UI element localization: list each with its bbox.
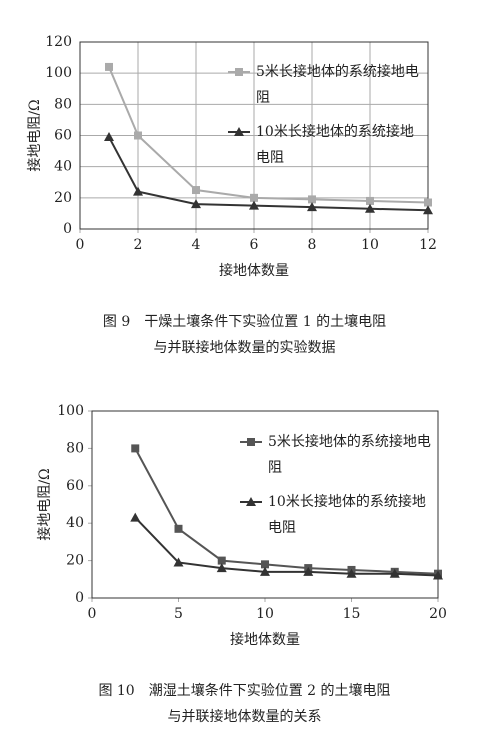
y-tick-label: 0 [75, 590, 84, 606]
marker [217, 556, 226, 565]
marker [192, 186, 200, 195]
plot-frame [79, 41, 429, 230]
x-axis-label: 接地体数量 [219, 262, 289, 279]
series-line [134, 447, 439, 575]
marker [346, 568, 357, 578]
y-tick-label: 0 [63, 221, 72, 237]
marker [133, 186, 143, 196]
x-tick-label: 0 [88, 606, 97, 622]
y-axis-label: 接地电阻/Ω [36, 468, 53, 540]
x-tick-label: 20 [429, 606, 447, 622]
x-tick-label: 5 [174, 606, 183, 622]
x-tick-label: 15 [343, 606, 361, 622]
series-line [134, 516, 439, 577]
y-tick-label: 80 [66, 440, 84, 456]
caption: 图 10 潮湿土壤条件下实验位置 2 的土壤电阻 [98, 683, 391, 699]
x-axis-label: 接地体数量 [230, 631, 300, 648]
y-tick-label: 60 [54, 128, 72, 144]
marker [250, 193, 258, 202]
caption: 与并联接地体数量的关系 [167, 709, 322, 725]
y-tick-label: 120 [45, 34, 72, 50]
x-tick-label: 4 [192, 237, 201, 253]
marker [260, 566, 270, 576]
marker [433, 570, 443, 580]
marker [104, 132, 114, 142]
legend-label: 5米长接地体的系统接地电阻 [268, 434, 431, 476]
marker [216, 563, 227, 573]
marker [246, 497, 256, 506]
marker [134, 131, 142, 140]
marker [303, 566, 314, 576]
y-tick-label: 20 [54, 190, 72, 206]
x-tick-label: 6 [250, 237, 259, 253]
y-tick-label: 100 [45, 65, 72, 81]
y-tick-label: 40 [66, 515, 84, 531]
caption: 图 9 干燥土壤条件下实验位置 1 的土壤电阻 [102, 314, 387, 330]
marker [130, 512, 141, 522]
marker [365, 203, 375, 213]
x-tick-label: 10 [361, 237, 379, 253]
marker [366, 196, 374, 205]
x-tick-label: 2 [134, 237, 143, 253]
marker [389, 568, 400, 578]
caption: 与并联接地体数量的实验数据 [153, 340, 336, 356]
y-axis-label: 接地电阻/Ω [26, 99, 43, 171]
y-tick-label: 80 [54, 96, 72, 112]
marker [173, 557, 184, 567]
marker [235, 68, 243, 76]
plot-frame [91, 410, 439, 599]
marker [174, 524, 183, 533]
marker [131, 444, 140, 453]
y-tick-label: 20 [66, 553, 84, 569]
marker [424, 198, 432, 207]
x-tick-label: 10 [256, 606, 274, 622]
marker [308, 195, 316, 204]
y-tick-label: 60 [66, 478, 84, 494]
x-tick-label: 8 [308, 237, 317, 253]
marker [105, 62, 113, 71]
x-tick-label: 0 [76, 237, 85, 253]
marker [423, 205, 433, 215]
marker [234, 127, 244, 136]
legend-label: 10米长接地体的系统接地电阻 [256, 124, 414, 166]
marker [307, 202, 317, 212]
x-tick-label: 12 [419, 237, 437, 253]
y-tick-label: 100 [57, 403, 84, 419]
marker [191, 199, 201, 209]
y-tick-label: 40 [54, 159, 72, 175]
marker [261, 560, 269, 569]
marker [247, 438, 255, 446]
legend-label: 10米长接地体的系统接地电阻 [268, 494, 426, 536]
marker [249, 200, 259, 210]
legend-label: 5米长接地体的系统接地电阻 [256, 64, 419, 106]
